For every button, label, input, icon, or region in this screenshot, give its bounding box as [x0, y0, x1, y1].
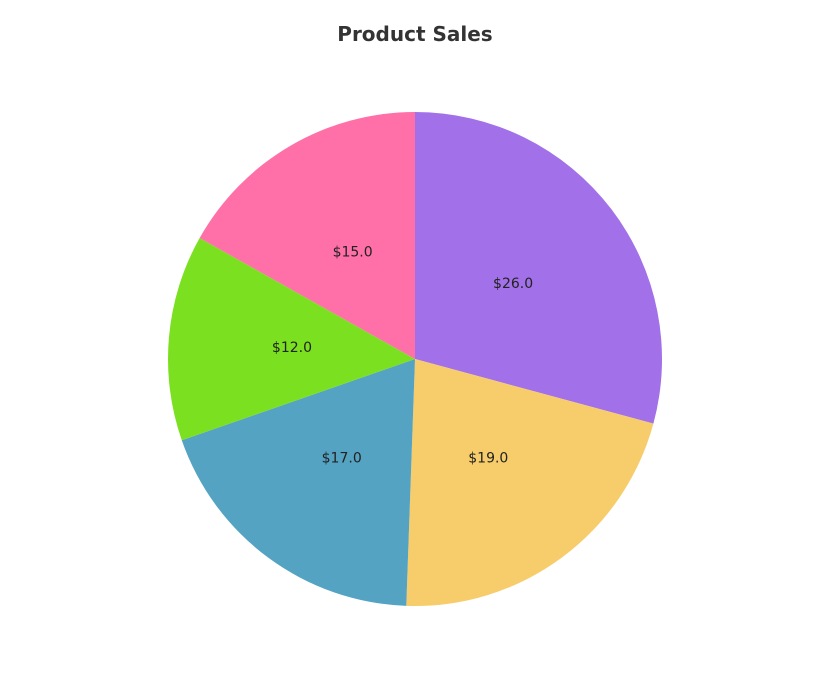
slice-label-2: $19.0	[468, 450, 508, 466]
pie-slice-2	[406, 359, 654, 607]
slice-label-4: $12.0	[272, 340, 312, 356]
pie-slice-3	[181, 359, 415, 606]
slice-label-3: $17.0	[322, 450, 362, 466]
chart-title: Product Sales	[337, 22, 493, 46]
pie-slice-1	[415, 112, 662, 424]
pie-labels: $26.0 $19.0 $17.0 $12.0 $15.0	[272, 244, 533, 466]
slice-label-5: $15.0	[333, 244, 373, 260]
slice-label-1: $26.0	[493, 276, 533, 292]
pie-slice-5	[199, 112, 415, 359]
pie-slices	[168, 112, 662, 607]
pie-slice-4	[168, 238, 415, 441]
